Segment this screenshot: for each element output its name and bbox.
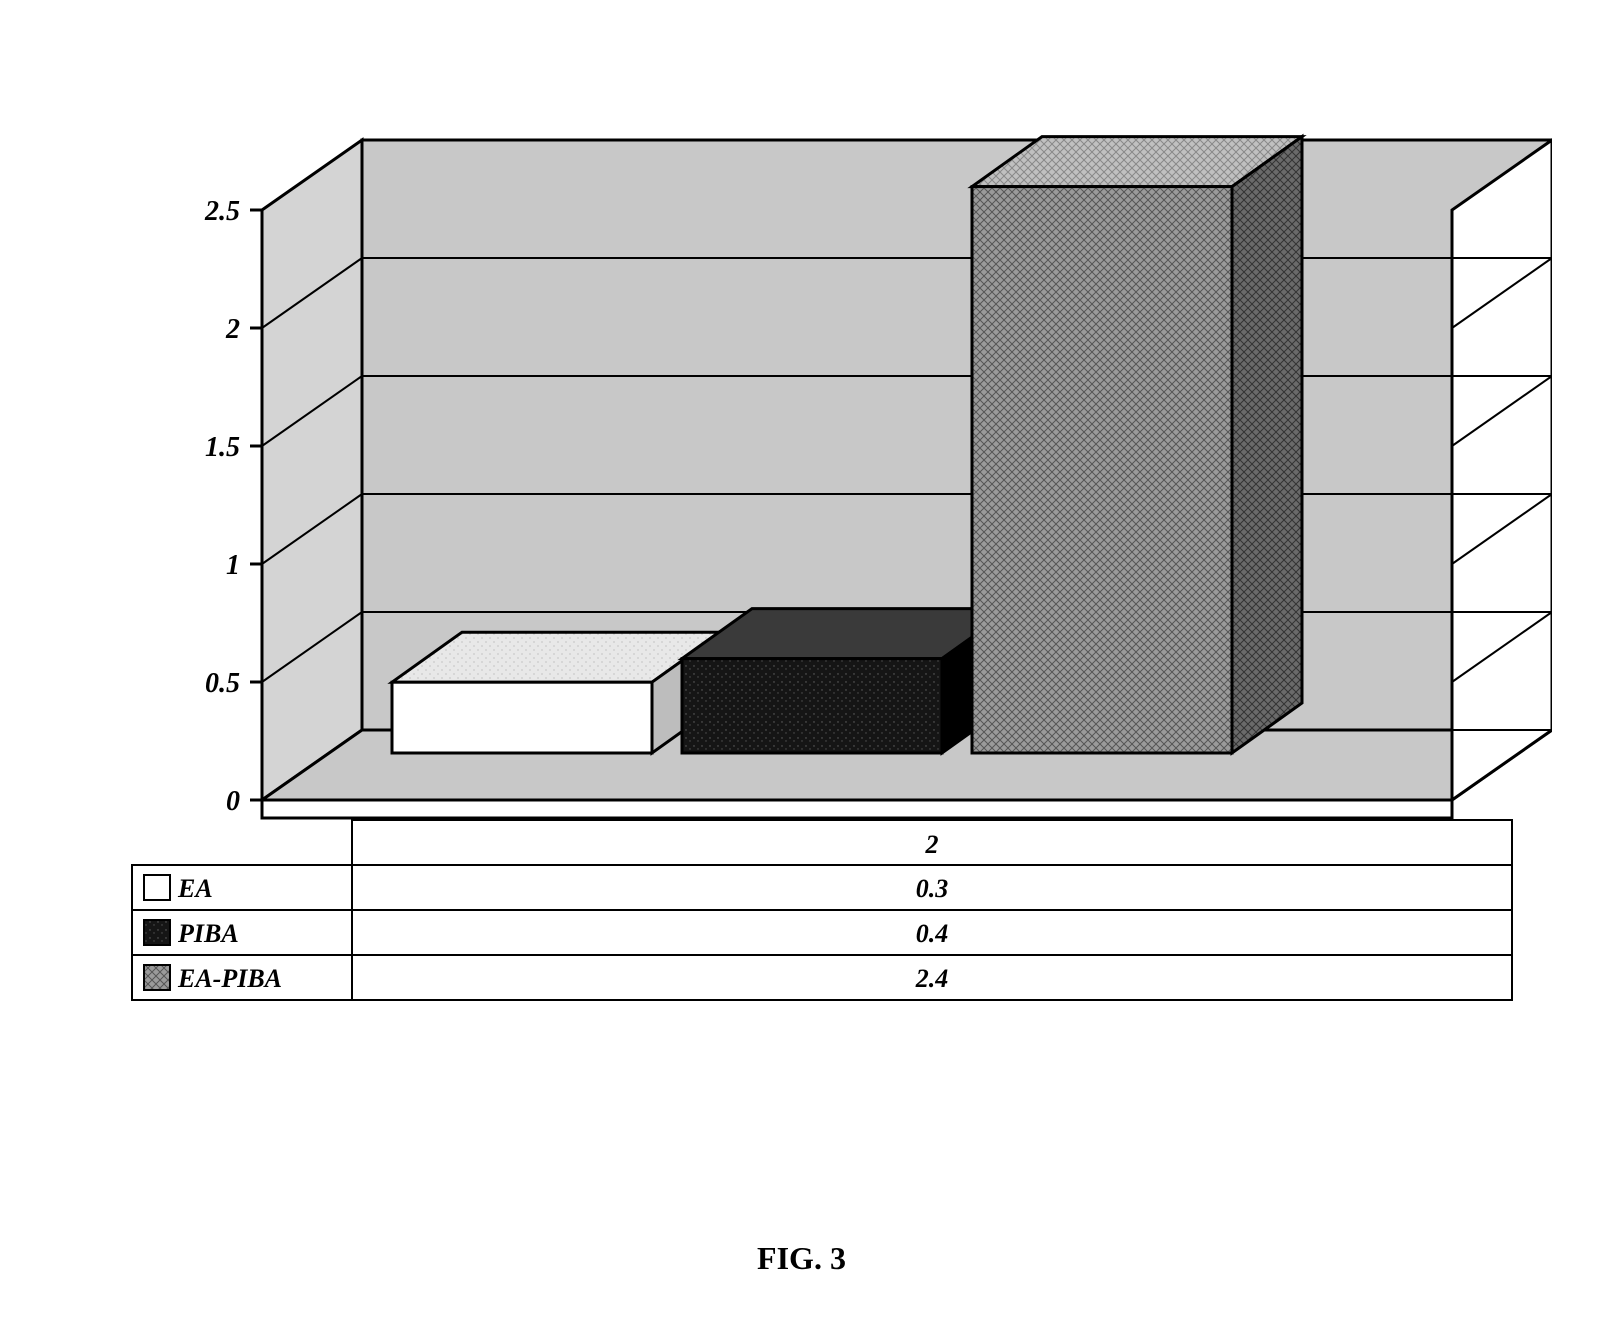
figure-caption: FIG. 3 <box>52 1240 1552 1277</box>
table-value: 0.3 <box>915 874 948 903</box>
y-tick-label: 0 <box>226 786 240 817</box>
y-tick-label: 2.5 <box>204 196 240 227</box>
legend-swatch <box>144 965 170 990</box>
left-wall <box>262 140 362 800</box>
legend-swatch <box>144 920 170 945</box>
legend-swatch <box>144 875 170 900</box>
bar-PIBA <box>682 609 1012 753</box>
table-value: 0.4 <box>915 919 948 948</box>
y-tick-label: 0.5 <box>205 668 240 699</box>
bar-EA <box>392 632 722 753</box>
right-wall <box>1452 140 1552 800</box>
legend-label: EA-PIBA <box>177 964 282 993</box>
table-category-label: 2 <box>924 830 938 859</box>
legend-label: EA <box>177 874 213 903</box>
y-tick-label: 1.5 <box>205 432 240 463</box>
y-tick-label: 1 <box>226 550 240 581</box>
chart-container: 0 0.5 1 1.5 2 2.5 2 EA 0.3 PIBA 0.4 EA-PIBA 2.4 FIG.… <box>52 40 1552 1277</box>
y-tick-label: 2 <box>225 314 240 345</box>
table-value: 2.4 <box>914 964 948 993</box>
bar-chart-3d: 0 0.5 1 1.5 2 2.5 2 EA 0.3 PIBA 0.4 EA-PIBA 2.4 <box>52 40 1552 1190</box>
legend-label: PIBA <box>177 919 239 948</box>
bar-EA-PIBA <box>972 137 1302 753</box>
